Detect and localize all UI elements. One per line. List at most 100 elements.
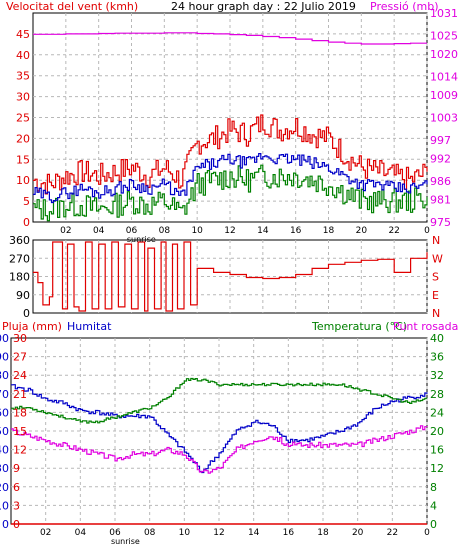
rain-y-tick-label: 0 — [13, 518, 20, 531]
climate-panel-sunrise-label: sunrise — [111, 537, 140, 546]
pressure-y-tick-label: 992 — [430, 153, 451, 166]
climate-panel-x-tick-label: 18 — [317, 528, 329, 538]
humidity-series — [11, 384, 428, 474]
direction-y-tick-label: 360 — [9, 234, 30, 247]
temperature-axis-label: Temperatura (°C) — [311, 320, 407, 333]
rain-y-tick-label: 12 — [13, 444, 27, 457]
temperature-y-tick-label: 12 — [430, 462, 444, 475]
wind-panel-x-tick-label: 22 — [388, 226, 399, 236]
temperature-y-tick-label: 40 — [430, 332, 444, 345]
pressure-y-tick-label: 997 — [430, 134, 451, 147]
pressure-series — [33, 32, 427, 45]
temperature-y-tick-label: 8 — [430, 481, 437, 494]
temperature-y-tick-label: 20 — [430, 425, 444, 438]
wind-panel-x-tick-label: 0 — [424, 226, 430, 236]
climate-panel-x-tick-label: 16 — [283, 528, 295, 538]
wind-y-tick-label: 20 — [16, 132, 30, 145]
wind-y-tick-label: 25 — [16, 112, 30, 125]
rain-y-tick-label: 27 — [13, 351, 27, 364]
chart-title: 24 hour graph day : 22 Julio 2019 — [171, 0, 356, 13]
climate-panel-x-tick-label: 02 — [40, 528, 51, 538]
wind-y-tick-label: 30 — [16, 91, 30, 104]
wind-panel-x-tick-label: 14 — [257, 226, 269, 236]
rain-y-tick-label: 18 — [13, 406, 27, 419]
wind-direction-series — [33, 241, 428, 312]
humidity-y-tick-label: 50 — [0, 425, 9, 438]
compass-tick-label: W — [432, 252, 443, 265]
pressure-y-tick-label: 1031 — [430, 7, 458, 20]
wind-min-series — [33, 164, 428, 222]
temperature-y-tick-label: 36 — [430, 351, 444, 364]
direction-y-tick-label: 90 — [16, 289, 30, 302]
rain-y-tick-label: 3 — [13, 499, 20, 512]
wind-panel-x-tick-label: 02 — [60, 226, 71, 236]
temperature-y-tick-label: 4 — [430, 499, 437, 512]
wind-panel-sunrise-label: sunrise — [127, 235, 156, 244]
pressure-y-tick-label: 1003 — [430, 112, 458, 125]
wind-panel-x-tick-label: 16 — [290, 226, 302, 236]
rain-y-tick-label: 24 — [13, 369, 27, 382]
wind-panel-x-tick-label: 10 — [191, 226, 203, 236]
pressure-y-tick-label: 1020 — [430, 48, 458, 61]
wind-y-tick-label: 15 — [16, 153, 30, 166]
direction-y-tick-label: 270 — [9, 252, 30, 265]
climate-panel-x-tick-label: 22 — [387, 528, 398, 538]
wind-panel-x-tick-label: 18 — [323, 226, 335, 236]
wind-panel-x-tick-label: 20 — [356, 226, 368, 236]
dewpoint-series — [11, 425, 428, 474]
rain-y-tick-label: 9 — [13, 462, 20, 475]
humidity-y-tick-label: 30 — [0, 462, 9, 475]
pressure-y-tick-label: 981 — [430, 194, 451, 207]
wind-y-tick-label: 5 — [23, 195, 30, 208]
climate-panel-x-tick-label: 06 — [109, 528, 121, 538]
climate-panel-x-tick-label: 08 — [144, 528, 156, 538]
temperature-y-tick-label: 32 — [430, 369, 444, 382]
pressure-axis-label: Pressió (mb) — [370, 0, 439, 13]
wind-gust-series — [33, 114, 428, 195]
direction-y-tick-label: 180 — [9, 271, 30, 284]
wind-y-tick-label: 40 — [16, 49, 30, 62]
humidity-axis-label: Humitat — [67, 320, 112, 333]
wind-y-tick-label: 35 — [16, 70, 30, 83]
wind-avg-series — [33, 153, 428, 204]
compass-tick-label: S — [432, 271, 439, 284]
humidity-y-tick-label: 0 — [2, 518, 9, 531]
climate-panel-x-tick-label: 04 — [75, 528, 87, 538]
humidity-y-tick-label: 90 — [0, 351, 9, 364]
wind-axis-label: Velocitat del vent (kmh) — [6, 0, 138, 13]
pressure-y-tick-label: 1009 — [430, 89, 458, 102]
rain-axis-label: Pluja (mm) — [2, 320, 62, 333]
humidity-y-tick-label: 60 — [0, 406, 9, 419]
temperature-y-tick-label: 0 — [430, 518, 437, 531]
temperature-y-tick-label: 28 — [430, 388, 444, 401]
wind-y-tick-label: 10 — [16, 174, 30, 187]
pressure-y-tick-label: 986 — [430, 175, 451, 188]
humidity-y-tick-label: 10 — [0, 499, 9, 512]
wind-panel-x-tick-label: 08 — [159, 226, 171, 236]
rain-y-tick-label: 15 — [13, 425, 27, 438]
humidity-y-tick-label: 40 — [0, 444, 9, 457]
climate-panel-x-tick-label: 12 — [213, 528, 224, 538]
climate-panel-x-tick-label: 20 — [352, 528, 364, 538]
compass-tick-label: N — [432, 234, 440, 247]
humidity-y-tick-label: 20 — [0, 481, 9, 494]
wind-panel-x-tick-label: 06 — [126, 226, 138, 236]
temperature-y-tick-label: 24 — [430, 406, 444, 419]
rain-y-tick-label: 6 — [13, 481, 20, 494]
dewpoint-axis-label: Punt rosada — [393, 320, 458, 333]
wind-y-tick-label: 45 — [16, 28, 30, 41]
wind-y-tick-label: 0 — [23, 216, 30, 229]
climate-panel-x-tick-label: 10 — [179, 528, 191, 538]
compass-tick-label: N — [432, 307, 440, 320]
climate-panel-x-tick-label: 0 — [424, 528, 430, 538]
humidity-y-tick-label: 100 — [0, 332, 9, 345]
pressure-y-tick-label: 1025 — [430, 29, 458, 42]
pressure-y-tick-label: 1014 — [430, 70, 458, 83]
climate-panel-x-tick-label: 14 — [248, 528, 260, 538]
wind-panel-x-tick-label: 12 — [224, 226, 235, 236]
compass-tick-label: E — [432, 289, 439, 302]
temperature-y-tick-label: 16 — [430, 444, 444, 457]
humidity-y-tick-label: 70 — [0, 388, 9, 401]
